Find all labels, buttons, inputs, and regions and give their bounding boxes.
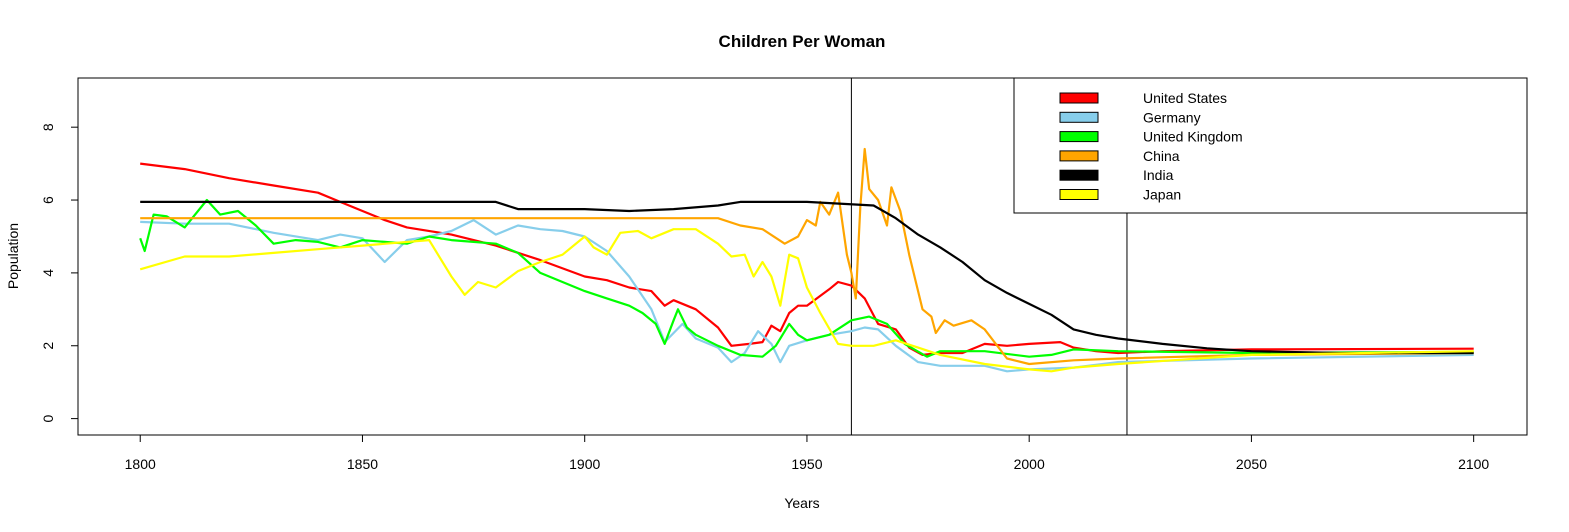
legend-label-japan: Japan [1143, 187, 1181, 203]
x-tick-label: 2100 [1458, 456, 1489, 472]
legend-label-germany: Germany [1143, 109, 1201, 125]
x-tick-label: 1900 [569, 456, 600, 472]
series-line-united-states [140, 162, 1474, 356]
legend-swatch-japan [1059, 189, 1099, 200]
legend-swatch-united-states [1059, 92, 1099, 104]
x-axis-label: Years [784, 495, 819, 511]
y-tick-label: 0 [40, 415, 56, 423]
legend-swatch-germany [1059, 111, 1099, 123]
legend-label-india: India [1143, 167, 1174, 183]
x-tick-label: 2050 [1236, 456, 1267, 472]
y-tick-label: 6 [40, 196, 56, 204]
series-line-india [140, 200, 1474, 355]
x-tick-label: 1800 [125, 456, 156, 472]
series-line-united-kingdom [139, 198, 1474, 358]
y-tick-label: 4 [40, 269, 56, 277]
legend-swatch-united-kingdom [1059, 131, 1099, 143]
legend-label-china: China [1143, 148, 1180, 164]
y-axis-label: Population [5, 223, 21, 289]
chart-title: Children Per Woman [719, 32, 886, 51]
y-tick-label: 2 [40, 342, 56, 350]
x-tick-label: 1850 [347, 456, 378, 472]
series-line-japan [139, 228, 1474, 373]
legend-label-united-states: United States [1143, 90, 1227, 106]
y-tick-label: 8 [40, 123, 56, 131]
legend: United States Germany United Kingdom China I… [1013, 77, 1528, 214]
legend-swatch-china [1059, 150, 1099, 162]
legend-box [1013, 77, 1528, 214]
x-axis: 1800 1850 1900 1950 2000 2050 2100 [125, 434, 1489, 472]
legend-label-united-kingdom: United Kingdom [1143, 129, 1243, 145]
legend-swatch-india [1059, 169, 1099, 181]
x-tick-label: 2000 [1014, 456, 1045, 472]
series-lines [139, 147, 1474, 373]
x-tick-label: 1950 [791, 456, 822, 472]
series-line-germany [140, 219, 1474, 373]
y-axis: 0 2 4 6 8 [40, 123, 79, 423]
series-line-china [140, 147, 1474, 366]
